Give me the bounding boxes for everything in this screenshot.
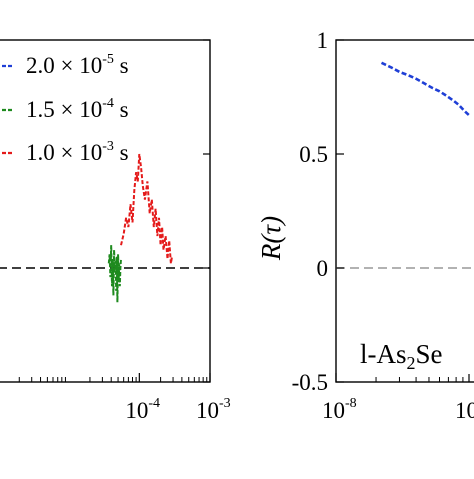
left-x-tick-label-0: 10-4 [125,396,160,423]
right-x-tick-label-1: 10-7 [455,396,474,423]
right-y-ticks: 1 0.5 0 -0.5 [292,28,344,395]
legend-mantissa-2: 1.0 × 10 [26,140,102,165]
right-series-group [380,61,470,117]
left-y-tick-marks [203,39,210,383]
legend-exp-0: -5 [102,52,114,67]
legend-entry-2: 1.0 × 10-3 s [26,139,129,165]
left-panel: 10-4 10-3 2.0 × 10-5 s1.5 × 10-4 s1.0 × 1… [0,39,231,423]
right-x-tick-label-0: 10-8 [322,396,357,423]
right-x-tick-base-0: 10 [322,398,345,423]
right-x-ticks: 10-810-7 [322,373,474,423]
material-annotation-background [352,338,474,374]
right-plot-frame [335,39,474,383]
left-x-tick-base-0: 10 [125,398,148,423]
legend-mantissa-1: 1.5 × 10 [26,97,102,122]
material-subscript: 2 [407,353,416,373]
legend-entry-1: 1.5 × 10-4 s [26,96,129,122]
legend-unit-2: s [114,140,129,165]
material-prefix: l-As [360,339,407,369]
right-series-line-0 [380,61,470,117]
legend-unit-0: s [114,53,129,78]
right-y-tick-label-0: 1 [317,28,329,53]
material-annotation: l-As2Se [360,339,443,373]
legend-entry-0: 2.0 × 10-5 s [26,52,129,78]
right-y-tick-label-2: 0 [317,256,329,281]
right-panel: 10.50-0.5 10-810-7 R(τ) l-As2Se [256,28,474,423]
y-axis-label-tau: τ [256,224,286,235]
material-suffix: Se [416,339,443,369]
right-y-tick-label-3: -0.5 [292,370,328,395]
left-x-ticks: 10-4 10-3 [18,373,231,423]
y-axis-label-main: R( [256,233,286,261]
legend-mantissa-0: 2.0 × 10 [26,53,102,78]
legend: 2.0 × 10-5 s1.5 × 10-4 s1.0 × 10-3 s [2,52,129,165]
right-x-tick-exp-0: -8 [345,396,357,411]
left-x-tick-label-1: 10-3 [196,396,231,423]
legend-exp-2: -3 [102,139,114,154]
left-x-tick-exp-1: -3 [219,396,231,411]
right-x-tick-base-1: 10 [455,398,474,423]
y-axis-label-close: ) [256,216,286,227]
left-x-tick-exp-0: -4 [148,396,160,411]
right-y-tick-label-1: 0.5 [299,142,328,167]
left-series-line-0 [107,245,122,303]
left-plot-frame [0,39,211,383]
y-axis-label: R(τ) [256,216,286,261]
left-series-group [107,153,173,303]
left-series-line-1 [120,153,173,264]
left-x-tick-base-1: 10 [196,398,219,423]
legend-unit-1: s [114,97,129,122]
legend-exp-1: -4 [102,96,114,111]
